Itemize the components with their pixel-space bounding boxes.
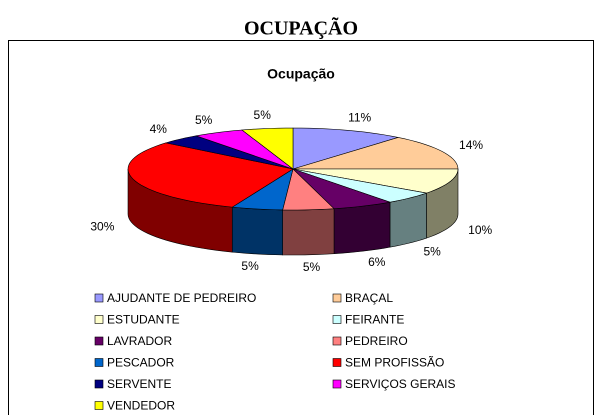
legend-label: LAVRADOR [107, 334, 172, 348]
data-label: 5% [423, 244, 441, 258]
slice [292, 168, 427, 203]
slice-side [333, 201, 391, 255]
data-label: 10% [468, 223, 492, 237]
legend-swatch [332, 336, 342, 346]
slice [231, 168, 294, 211]
chart-title: Ocupação [267, 66, 335, 82]
slice [241, 127, 294, 170]
legend-label: PEDREIRO [345, 334, 408, 348]
slice [292, 168, 391, 210]
legend-label: FEIRANTE [345, 313, 404, 327]
legend-swatch [94, 358, 104, 367]
legend-swatch [94, 315, 104, 324]
legend-label: ESTUDANTE [107, 313, 180, 327]
legend-swatch [94, 401, 104, 410]
legend-label: SERVIÇOS GERAIS [345, 377, 455, 391]
slice-side [282, 208, 335, 256]
legend-label: SERVENTE [107, 377, 171, 391]
slice [292, 137, 459, 170]
page-title: OCUPAÇÃO [244, 17, 358, 40]
slice [292, 127, 399, 170]
legend-label: AJUDANTE DE PEDREIRO [107, 291, 256, 305]
data-label: 4% [150, 122, 168, 136]
legend-swatch [332, 315, 342, 324]
data-label: 30% [90, 220, 114, 234]
slice [282, 168, 335, 211]
slice [195, 129, 294, 170]
legend-swatch [94, 293, 104, 303]
legend-swatch [332, 293, 342, 303]
data-label: 5% [195, 113, 213, 127]
legend-label: PESCADOR [107, 356, 175, 370]
legend-label: BRAÇAL [345, 291, 393, 305]
slice [165, 135, 294, 170]
slice [127, 142, 294, 208]
data-label: 11% [348, 110, 371, 124]
slice-side [231, 206, 283, 256]
legend-swatch [94, 336, 104, 346]
legend-swatch [332, 379, 342, 389]
data-label: 5% [303, 260, 321, 274]
legend-swatch [332, 358, 342, 367]
data-label: 5% [241, 259, 259, 273]
slice [292, 168, 459, 194]
data-label: 5% [254, 108, 272, 122]
data-label: 14% [459, 138, 483, 152]
legend-label: VENDEDOR [107, 399, 175, 413]
legend-label: SEM PROFISSÃO [345, 356, 444, 370]
data-label: 6% [368, 255, 386, 269]
legend-swatch [94, 379, 104, 389]
